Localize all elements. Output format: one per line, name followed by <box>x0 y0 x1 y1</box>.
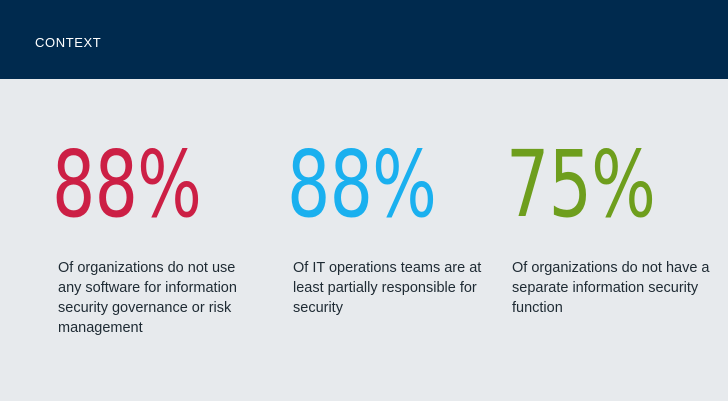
stat-value-1: 88% <box>52 131 202 238</box>
section-title: CONTEXT <box>35 35 102 50</box>
stat-value-3: 75% <box>506 131 656 238</box>
stat-card-1: 88% Of organizations do not use any soft… <box>52 131 262 337</box>
stat-description-3: Of organizations do not have a separate … <box>512 260 710 316</box>
stat-card-2: 88% Of IT operations teams are at least … <box>287 131 497 317</box>
stat-card-3: 75% Of organizations do not have a separ… <box>506 131 716 317</box>
stat-description-1: Of organizations do not use any software… <box>58 260 237 336</box>
stat-description-2: Of IT operations teams are at least part… <box>293 260 482 316</box>
stat-value-2: 88% <box>287 131 437 238</box>
header-bar: CONTEXT <box>0 0 728 79</box>
